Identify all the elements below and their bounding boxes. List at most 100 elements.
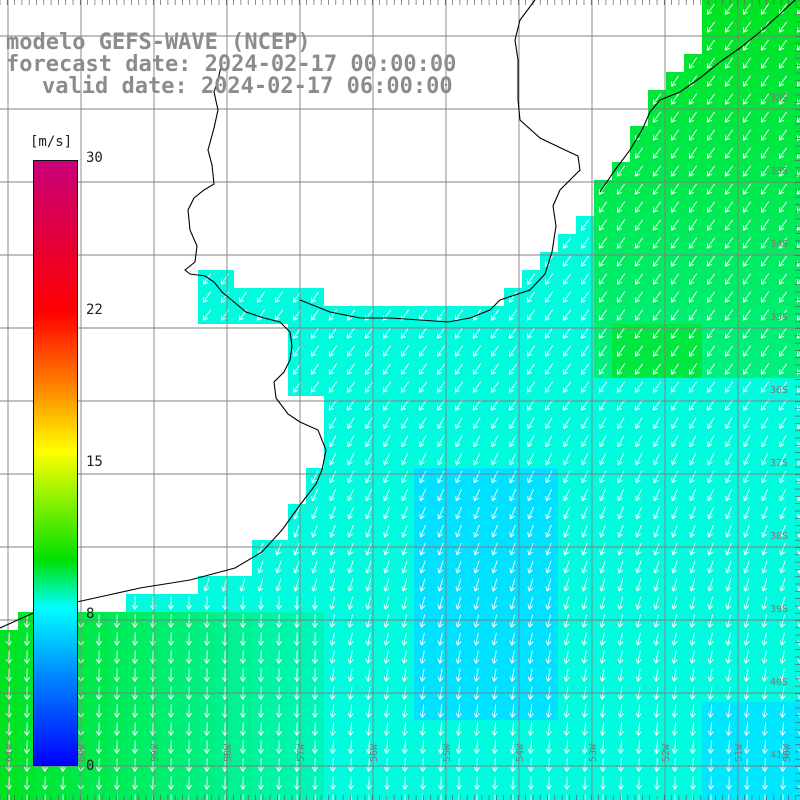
wind-arrow bbox=[580, 237, 590, 249]
wind-arrow bbox=[544, 381, 554, 393]
wind-arrow bbox=[670, 201, 680, 213]
wind-arrow bbox=[725, 417, 733, 429]
wind-arrow bbox=[760, 345, 770, 357]
wind-arrow bbox=[778, 291, 788, 303]
wind-arrow bbox=[779, 740, 786, 754]
wind-arrow bbox=[310, 309, 320, 321]
wind-arrow bbox=[527, 452, 535, 466]
wind-arrow bbox=[131, 722, 138, 736]
wind-arrow bbox=[725, 740, 732, 754]
wind-arrow bbox=[634, 345, 644, 357]
wind-arrow bbox=[635, 722, 642, 736]
wind-arrow bbox=[728, 794, 730, 800]
wind-arrow bbox=[311, 722, 318, 736]
wind-arrow bbox=[329, 417, 337, 429]
wind-arrow bbox=[311, 776, 318, 790]
wind-arrow bbox=[23, 704, 30, 718]
wind-arrow bbox=[473, 560, 480, 574]
wind-arrow bbox=[778, 273, 788, 285]
wind-arrow bbox=[131, 650, 138, 664]
wind-arrow bbox=[473, 435, 481, 448]
wind-arrow bbox=[23, 614, 30, 628]
wind-arrow bbox=[347, 668, 354, 682]
wind-arrow bbox=[509, 470, 517, 484]
wind-arrow bbox=[635, 452, 643, 466]
wind-arrow bbox=[508, 399, 518, 411]
wind-arrow bbox=[311, 632, 318, 646]
wind-arrow bbox=[635, 524, 642, 538]
wind-arrow bbox=[365, 758, 372, 772]
wind-arrow bbox=[545, 435, 553, 448]
wind-arrow bbox=[707, 632, 714, 646]
wind-arrow bbox=[526, 345, 536, 357]
wind-cell bbox=[792, 0, 800, 18]
wind-arrow bbox=[616, 291, 626, 303]
wind-arrow bbox=[634, 309, 644, 321]
wind-arrow bbox=[563, 614, 570, 628]
wind-arrow bbox=[455, 488, 463, 502]
wind-arrow bbox=[778, 129, 788, 141]
wind-arrow bbox=[563, 524, 570, 538]
wind-arrow bbox=[581, 578, 588, 592]
wind-arrow bbox=[617, 435, 625, 448]
colorbar-tick-22: 22 bbox=[86, 302, 103, 318]
wind-arrow bbox=[437, 452, 445, 466]
wind-arrow bbox=[437, 435, 445, 448]
wind-arrow bbox=[706, 327, 716, 339]
wind-arrow bbox=[527, 470, 535, 484]
wind-arrow bbox=[671, 614, 678, 628]
wind-arrow bbox=[743, 704, 750, 718]
wind-arrow bbox=[257, 758, 264, 772]
wind-arrow bbox=[581, 596, 588, 610]
wind-arrow bbox=[598, 273, 608, 285]
wind-arrow bbox=[346, 381, 356, 393]
wind-arrow bbox=[419, 740, 426, 754]
wind-arrow bbox=[797, 730, 800, 736]
wind-cell bbox=[792, 198, 800, 216]
wind-arrow bbox=[419, 488, 427, 502]
wind-arrow bbox=[707, 560, 714, 574]
wind-arrow bbox=[527, 758, 534, 772]
wind-arrow bbox=[418, 345, 428, 357]
wind-arrow bbox=[635, 740, 642, 754]
wind-arrow bbox=[310, 291, 320, 303]
wind-arrow bbox=[761, 596, 768, 610]
wind-arrow bbox=[365, 578, 372, 592]
wind-arrow bbox=[438, 776, 444, 790]
wind-arrow bbox=[725, 632, 732, 646]
wind-arrow bbox=[706, 165, 716, 177]
wind-arrow bbox=[383, 488, 391, 502]
wind-arrow bbox=[760, 93, 770, 105]
wind-arrow bbox=[581, 614, 588, 628]
wind-arrow bbox=[347, 560, 354, 574]
wind-arrow bbox=[616, 327, 626, 339]
wind-arrow bbox=[580, 363, 590, 375]
wind-arrow bbox=[419, 596, 426, 610]
wind-arrow bbox=[599, 704, 606, 718]
wind-arrow bbox=[688, 345, 698, 357]
wind-arrow bbox=[635, 435, 643, 448]
wind-arrow bbox=[509, 524, 516, 538]
wind-arrow bbox=[185, 614, 192, 628]
wind-arrow bbox=[797, 495, 800, 502]
wind-arrow bbox=[401, 578, 408, 592]
wind-arrow bbox=[419, 614, 426, 628]
wind-arrow bbox=[688, 57, 698, 69]
wind-arrow bbox=[509, 452, 517, 466]
wind-arrow bbox=[400, 345, 410, 357]
wind-arrow bbox=[617, 650, 624, 664]
wind-arrow bbox=[131, 776, 138, 790]
wind-arrow bbox=[670, 219, 680, 231]
wind-arrow bbox=[328, 363, 338, 375]
wind-arrow bbox=[296, 794, 298, 800]
wind-arrow bbox=[742, 165, 752, 177]
wind-arrow bbox=[347, 417, 355, 429]
wind-arrow bbox=[455, 740, 462, 754]
wind-arrow bbox=[491, 417, 499, 429]
wind-arrow bbox=[616, 183, 626, 195]
longitude-label: 61W bbox=[4, 743, 15, 762]
wind-arrow bbox=[617, 417, 625, 429]
wind-arrow bbox=[383, 452, 391, 466]
wind-arrow bbox=[760, 57, 770, 69]
